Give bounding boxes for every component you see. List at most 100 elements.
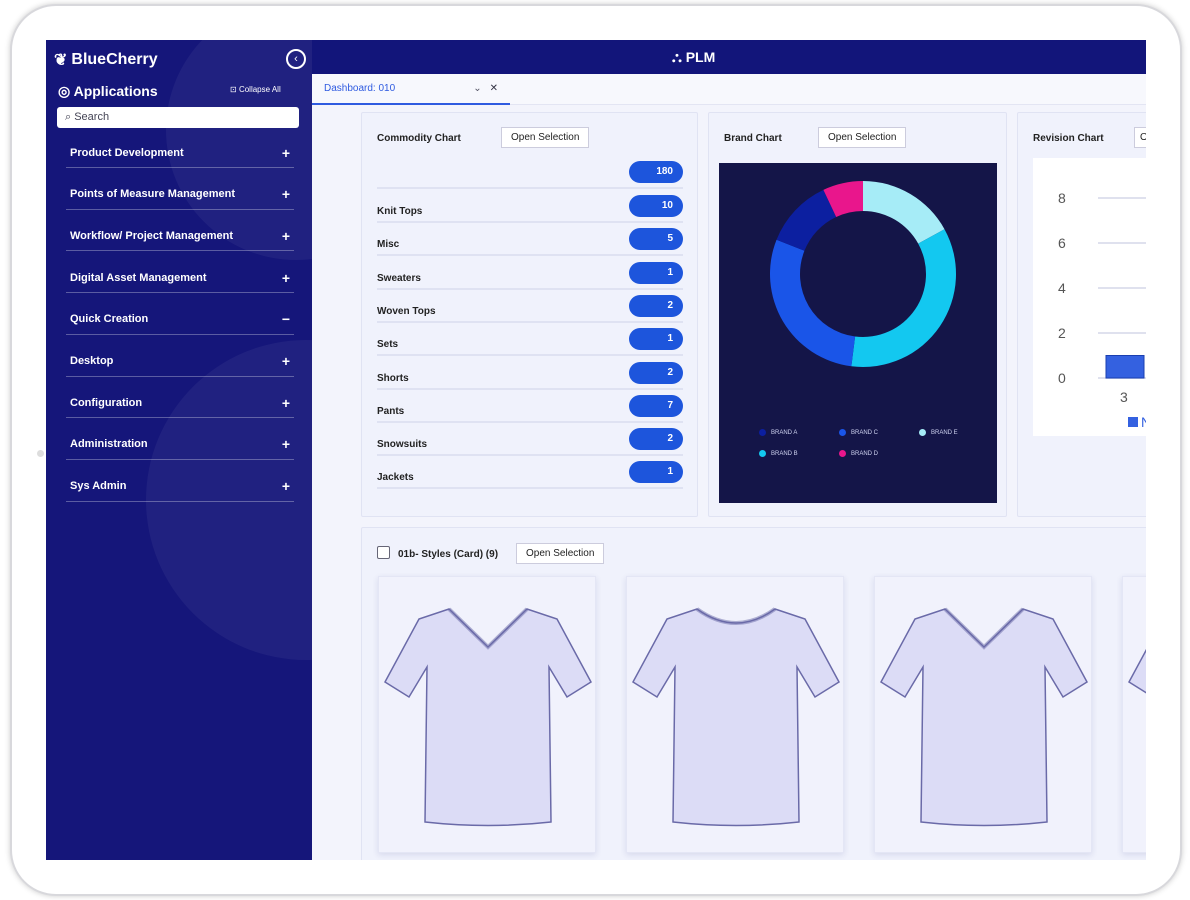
y-tick-label: 8 <box>1058 190 1066 206</box>
expand-icon[interactable]: + <box>281 478 290 495</box>
commodity-chart-title: Commodity Chart <box>377 133 461 144</box>
sidebar-item[interactable]: Configuration + <box>66 388 294 419</box>
app-title: PLM <box>685 49 716 65</box>
screen: ❦ BlueCherry ‹ ◎ Applications ⊡ Collapse … <box>46 40 1146 860</box>
legend-item[interactable]: BRAND D <box>839 450 878 457</box>
close-icon[interactable]: ✕ <box>489 83 498 94</box>
commodity-row[interactable]: Shorts 2 <box>377 360 683 390</box>
tab-dashboard[interactable]: Dashboard: 010 ⌄ ✕ <box>312 74 510 105</box>
expand-icon[interactable]: + <box>281 353 290 369</box>
y-tick-label: 2 <box>1058 325 1066 341</box>
sidebar-item[interactable]: Product Development + <box>66 138 294 168</box>
sidebar-item[interactable]: Administration + <box>66 430 294 460</box>
collapse-sidebar-button[interactable]: ‹ <box>286 49 306 69</box>
sidebar-item-label: Desktop <box>70 355 114 367</box>
sidebar-item-label: Product Development <box>70 146 184 159</box>
style-card[interactable] <box>1122 576 1146 853</box>
count-pill[interactable]: 7 <box>629 394 683 417</box>
legend-item[interactable]: BRAND E <box>919 429 958 436</box>
revision-chart-title: Revision Chart <box>1033 133 1104 144</box>
applications-heading: ◎ Applications <box>58 83 158 100</box>
sidebar-item[interactable]: Desktop + <box>66 347 294 377</box>
commodity-label: Woven Tops <box>377 305 436 317</box>
legend-swatch <box>839 450 846 457</box>
logo: ❦ BlueCherry <box>54 50 158 70</box>
commodity-chart-panel: Commodity Chart Open Selection 180 Knit T… <box>361 112 698 517</box>
commodity-row[interactable]: Jackets 1 <box>377 459 683 490</box>
count-pill[interactable]: 1 <box>629 328 683 351</box>
collapse-icon: ⊡ <box>230 85 239 94</box>
count-pill[interactable]: 10 <box>629 195 683 217</box>
sidebar-item-label: Sys Admin <box>70 480 127 493</box>
search-placeholder: Search <box>74 111 110 123</box>
sidebar-item[interactable]: Digital Asset Management + <box>66 263 294 294</box>
commodity-row[interactable]: Pants 7 <box>377 393 683 423</box>
commodity-open-selection-button[interactable]: Open Selection <box>501 127 590 148</box>
brand-open-selection-button[interactable]: Open Selection <box>818 127 907 148</box>
commodity-row[interactable]: Sweaters 1 <box>377 260 683 290</box>
style-card[interactable] <box>626 576 844 853</box>
legend-item[interactable]: BRAND A <box>759 429 797 436</box>
donut-slice-brand-b[interactable] <box>851 229 956 367</box>
donut-slice-brand-a[interactable] <box>776 189 837 251</box>
expand-icon[interactable]: + <box>281 227 290 244</box>
count-pill[interactable]: 1 <box>629 461 683 484</box>
expand-icon[interactable]: + <box>281 186 290 203</box>
style-card[interactable] <box>874 576 1092 853</box>
commodity-total-row: 180 <box>377 159 683 189</box>
legend-swatch <box>759 429 766 436</box>
commodity-row[interactable]: Sets 1 <box>377 326 683 357</box>
styles-open-selection-button[interactable]: Open Selection <box>516 543 605 564</box>
search-input[interactable]: ⌕ Search <box>57 107 299 128</box>
count-pill[interactable]: 2 <box>629 361 683 384</box>
sidebar-item[interactable]: Workflow/ Project Management + <box>66 221 294 252</box>
chevron-down-icon[interactable]: ⌄ <box>473 83 482 94</box>
brand-chart-title: Brand Chart <box>724 133 782 144</box>
sidebar-item[interactable]: Quick Creation − <box>66 305 294 335</box>
brand-chart-panel: Brand Chart Open Selection BRAND E BRAND … <box>708 112 1007 517</box>
commodity-label: Snowsuits <box>377 439 428 451</box>
sidebar-item[interactable]: Points of Measure Management + <box>66 180 294 210</box>
tab-bar: Dashboard: 010 ⌄ ✕ <box>312 74 1146 105</box>
expand-icon[interactable]: + <box>281 144 290 161</box>
legend-item[interactable]: BRAND B <box>759 450 798 457</box>
legend-label: BRAND E <box>931 429 958 436</box>
select-all-checkbox[interactable] <box>377 546 390 559</box>
commodity-row[interactable]: Snowsuits 2 <box>377 426 683 457</box>
collapse-all-button[interactable]: ⊡ Collapse All <box>230 85 281 94</box>
count-pill[interactable]: 1 <box>629 261 683 284</box>
legend-swatch <box>839 429 846 436</box>
expand-icon[interactable]: + <box>281 436 290 453</box>
brand-donut-chart: BRAND E BRAND B BRAND C BRAND A BRAND D <box>719 163 997 503</box>
top-bar: ⛬ PLM <box>312 40 1146 74</box>
logo-text: BlueCherry <box>71 51 158 68</box>
count-pill[interactable]: 180 <box>629 161 683 183</box>
sidebar-item[interactable]: Sys Admin + <box>66 472 294 502</box>
commodity-row[interactable]: Knit Tops 10 <box>377 193 683 223</box>
count-pill[interactable]: 2 <box>629 294 683 317</box>
donut-slice-brand-c[interactable] <box>770 239 856 367</box>
network-icon: ⛬ <box>672 49 686 65</box>
commodity-row[interactable]: Misc 5 <box>377 226 683 257</box>
cherry-icon: ❦ <box>54 52 68 69</box>
expand-icon[interactable]: + <box>281 269 290 286</box>
search-icon: ⌕ <box>65 111 75 123</box>
legend-item[interactable]: BRAND C <box>839 429 878 436</box>
y-tick-label: 0 <box>1058 370 1066 386</box>
count-pill[interactable]: 2 <box>629 428 683 451</box>
revision-bar-chart: 0 2 4 6 8 3 No <box>1033 158 1146 436</box>
donut-slice-brand-d[interactable] <box>823 181 863 217</box>
tshirt-image <box>632 607 840 827</box>
revision-open-selection-button[interactable]: O <box>1134 127 1146 148</box>
commodity-row[interactable]: Woven Tops 2 <box>377 293 683 323</box>
donut-slice-brand-e[interactable] <box>863 181 945 244</box>
count-pill[interactable]: 5 <box>629 228 683 251</box>
style-card[interactable] <box>378 576 596 853</box>
layers-icon: ◎ <box>58 83 74 99</box>
collapse-icon[interactable]: − <box>281 311 290 328</box>
expand-icon[interactable]: + <box>281 394 290 411</box>
camera-dot <box>37 450 44 457</box>
sidebar-item-label: Administration <box>70 438 148 451</box>
bar[interactable] <box>1105 355 1145 379</box>
y-tick-label: 4 <box>1058 280 1066 296</box>
